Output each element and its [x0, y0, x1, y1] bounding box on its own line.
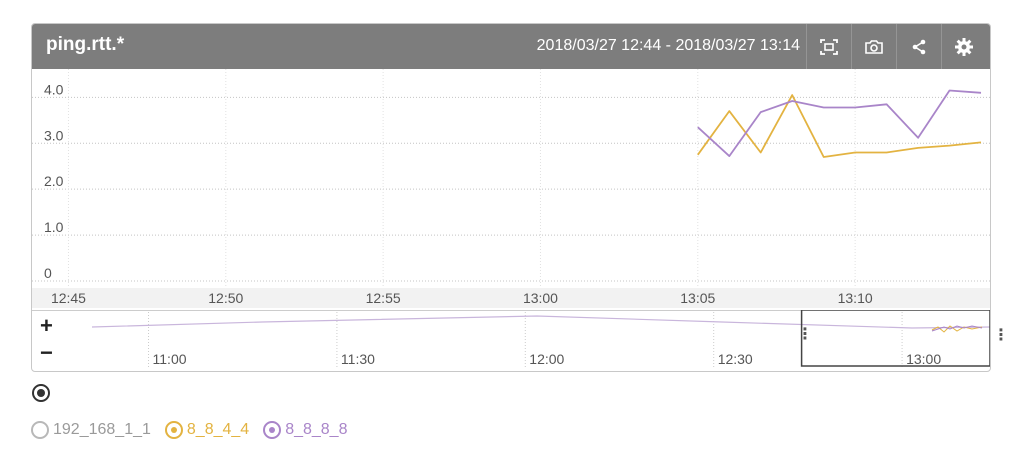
- settings-button[interactable]: [941, 24, 986, 69]
- navigator-selection[interactable]: [800, 310, 990, 367]
- radio-icon: [32, 384, 50, 402]
- x-tick-label: 12:55: [366, 290, 401, 306]
- legend-radio-icon: [164, 421, 183, 439]
- legend-radio-dot: [269, 427, 276, 433]
- zoom-out-button[interactable]: −: [40, 340, 53, 365]
- x-tick-label: 13:10: [838, 290, 873, 306]
- legend-radio-icon: [31, 421, 49, 439]
- x-tick-label: 12:45: [51, 290, 86, 306]
- x-tick-label: 13:00: [523, 290, 558, 306]
- navigator-tick-label: 11:30: [341, 351, 375, 367]
- series-line-8_8_8_8[interactable]: [697, 89, 982, 157]
- share-button[interactable]: [896, 24, 941, 69]
- time-range[interactable]: 2018/03/27 12:44 - 2018/03/27 13:14: [536, 37, 800, 54]
- legend-label: 8_8_8_8: [285, 421, 348, 438]
- navigator-left-handle[interactable]: ⋮: [797, 326, 813, 343]
- y-tick-label: 3.0: [44, 127, 64, 143]
- legend-item-192_168_1_1[interactable]: 192_168_1_1: [31, 421, 151, 439]
- snapshot-button[interactable]: [851, 24, 896, 69]
- legend-label: 8_8_4_4: [186, 421, 250, 438]
- legend-radio-icon: [263, 421, 282, 439]
- legend-radio-dot: [170, 427, 177, 433]
- panel-header: ping.rtt.* 2018/03/27 12:44 - 2018/03/27…: [32, 24, 990, 69]
- chart-panel: ping.rtt.* 2018/03/27 12:44 - 2018/03/27…: [31, 23, 991, 372]
- legend-label: 192_168_1_1: [53, 421, 151, 438]
- navigator-tick-label: 13:00: [906, 351, 941, 367]
- legend-item-8_8_8_8[interactable]: 8_8_8_8: [263, 421, 347, 439]
- rtt-line-chart[interactable]: 0 1.0 2.0 3.0 4.0 12:45 12:50 12:55 13:00 13:05 13…: [32, 69, 990, 309]
- navigator-series-mini-8_8_4_4: [931, 325, 983, 333]
- fit-to-screen-button[interactable]: [806, 24, 851, 69]
- y-tick-label: 0: [44, 265, 52, 281]
- x-tick-label: 13:05: [680, 290, 715, 306]
- y-tick-label: 2.0: [44, 173, 64, 189]
- navigator-overview-line: [91, 315, 990, 329]
- legend-item-8_8_4_4[interactable]: 8_8_4_4: [164, 421, 250, 439]
- zoom-in-button[interactable]: +: [40, 313, 53, 338]
- y-tick-label: 4.0: [44, 81, 64, 97]
- gear-icon: [954, 37, 974, 57]
- y-tick-label: 1.0: [44, 219, 64, 235]
- navigator-series-mini-8_8_8_8: [931, 325, 983, 332]
- x-axis-band: [32, 288, 990, 308]
- series-line-8_8_4_4[interactable]: [697, 94, 982, 158]
- legend-toggle-all[interactable]: [31, 383, 51, 403]
- x-tick-label: 12:50: [208, 290, 243, 306]
- navigator-tick-label: 12:30: [718, 351, 753, 367]
- panel-title: ping.rtt.*: [46, 34, 125, 55]
- navigator-tick-label: 11:00: [153, 351, 187, 367]
- share-icon: [910, 38, 928, 56]
- navigator-right-handle[interactable]: ⋮: [993, 327, 1009, 344]
- navigator-tick-label: 12:00: [529, 351, 564, 367]
- time-navigator[interactable]: 11:00 11:30 12:00 12:30 13:00: [32, 310, 990, 371]
- camera-icon: [864, 38, 884, 56]
- fit-to-screen-icon: [819, 38, 839, 56]
- legend-series-list: 192_168_1_1 8_8_4_4 8_8_8_8: [31, 421, 347, 439]
